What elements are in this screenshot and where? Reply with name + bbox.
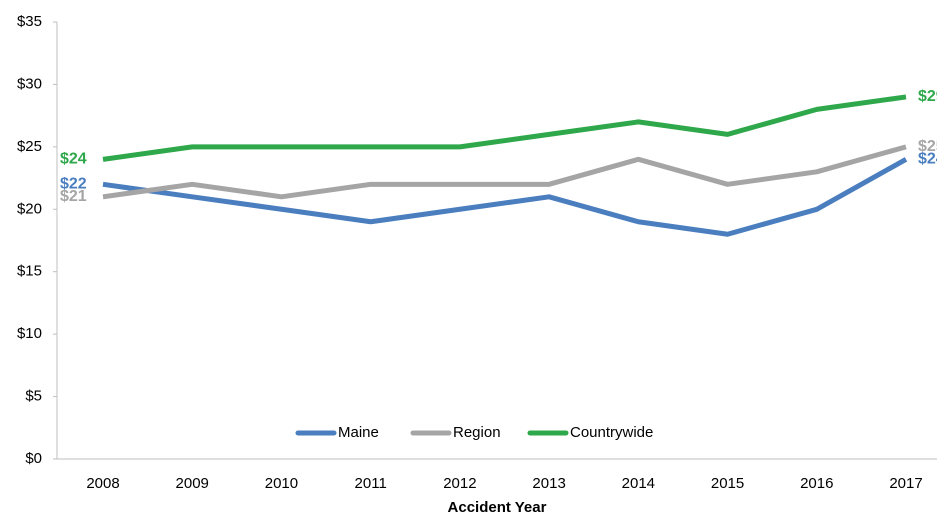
series-line <box>102 144 907 200</box>
series-line <box>102 94 907 162</box>
x-tick-label: 2012 <box>443 475 476 492</box>
y-tick-label: $0 <box>25 450 42 467</box>
x-tick-label: 2013 <box>532 475 565 492</box>
x-tick-label: 2015 <box>711 475 744 492</box>
y-tick-label: $35 <box>17 13 42 30</box>
legend-label: Countrywide <box>570 424 653 441</box>
legend-label: Maine <box>338 424 379 441</box>
y-tick-label: $5 <box>25 388 42 405</box>
data-label: $25 <box>918 138 937 155</box>
data-label: $21 <box>60 188 87 205</box>
x-tick-label: 2010 <box>265 475 298 492</box>
x-tick-label: 2016 <box>800 475 833 492</box>
x-tick-label: 2017 <box>889 475 922 492</box>
y-tick-label: $30 <box>17 75 42 92</box>
y-tick-label: $10 <box>17 325 42 342</box>
data-label: $22 <box>60 176 87 193</box>
data-label: $24 <box>918 151 937 168</box>
x-tick-label: 2009 <box>176 475 209 492</box>
data-label: $29 <box>918 88 937 105</box>
y-tick-label: $25 <box>17 138 42 155</box>
series-line <box>102 157 908 237</box>
legend-label: Region <box>453 424 501 441</box>
data-label: $24 <box>60 151 87 168</box>
x-tick-label: 2008 <box>86 475 119 492</box>
y-tick-label: $15 <box>17 263 42 280</box>
x-tick-label: 2011 <box>355 475 387 492</box>
y-tick-label: $20 <box>17 200 42 217</box>
x-axis-title: Accident Year <box>448 499 547 516</box>
x-tick-label: 2014 <box>622 475 655 492</box>
